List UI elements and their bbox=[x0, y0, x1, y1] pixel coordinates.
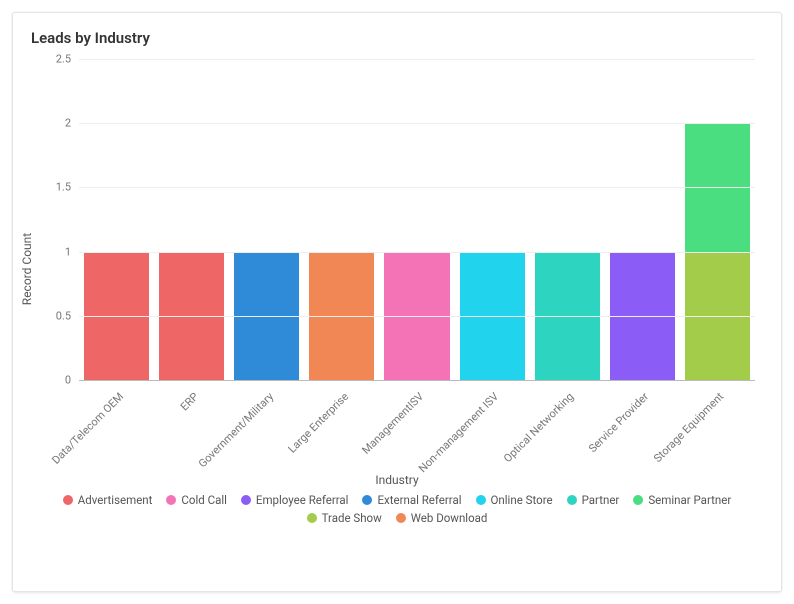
legend-item[interactable]: Trade Show bbox=[307, 511, 382, 525]
legend-label: Online Store bbox=[491, 493, 553, 507]
bar-column: Government/Military bbox=[229, 59, 304, 380]
x-tick-label: ERP bbox=[178, 390, 201, 413]
x-tick-label: Government/Military bbox=[196, 390, 276, 470]
x-tick-label: Optical Networking bbox=[501, 390, 576, 465]
legend-item[interactable]: Partner bbox=[567, 493, 620, 507]
legend-label: Web Download bbox=[411, 511, 488, 525]
bar-column: ERP bbox=[154, 59, 229, 380]
legend-label: Employee Referral bbox=[256, 493, 349, 507]
y-axis-label: Record Count bbox=[20, 233, 34, 305]
legend-label: Cold Call bbox=[181, 493, 227, 507]
plot-region: Data/Telecom OEMERPGovernment/MilitaryLa… bbox=[79, 59, 755, 381]
legend-label: Partner bbox=[582, 493, 620, 507]
bar-column: ManagementISV bbox=[379, 59, 454, 380]
bar-columns: Data/Telecom OEMERPGovernment/MilitaryLa… bbox=[79, 59, 755, 380]
legend: Advertisement Cold Call Employee Referral E… bbox=[31, 493, 763, 525]
legend-item[interactable]: External Referral bbox=[362, 493, 461, 507]
legend-swatch bbox=[166, 495, 176, 505]
x-tick-label: Data/Telecom OEM bbox=[49, 390, 126, 467]
y-tick-label: 1 bbox=[65, 245, 71, 258]
chart-area: Record Count Data/Telecom OEMERPGovernme… bbox=[31, 53, 763, 485]
legend-label: Advertisement bbox=[78, 493, 153, 507]
bar-column: Optical Networking bbox=[530, 59, 605, 380]
legend-item[interactable]: Web Download bbox=[396, 511, 488, 525]
legend-swatch bbox=[633, 495, 643, 505]
legend-item[interactable]: Online Store bbox=[476, 493, 553, 507]
x-axis-label: Industry bbox=[375, 473, 418, 487]
legend-item[interactable]: Cold Call bbox=[166, 493, 227, 507]
y-tick-label: 0.5 bbox=[56, 309, 71, 322]
legend-swatch bbox=[63, 495, 73, 505]
x-tick-label: Large Enterprise bbox=[285, 390, 351, 456]
bar-column: Service Provider bbox=[605, 59, 680, 380]
legend-swatch bbox=[241, 495, 251, 505]
y-tick-label: 2 bbox=[65, 117, 71, 130]
x-tick-label: Storage Equipment bbox=[652, 390, 727, 465]
grid-line bbox=[79, 187, 755, 188]
chart-title: Leads by Industry bbox=[31, 29, 763, 47]
grid-line bbox=[79, 59, 755, 60]
y-tick-label: 1.5 bbox=[56, 181, 71, 194]
y-tick-label: 0 bbox=[65, 374, 71, 387]
grid-line bbox=[79, 252, 755, 253]
bar-column: Large Enterprise bbox=[304, 59, 379, 380]
x-tick-label: Non-management ISV bbox=[416, 390, 501, 475]
x-tick-label: Service Provider bbox=[586, 390, 651, 455]
bar-column: Non-management ISV bbox=[455, 59, 530, 380]
legend-swatch bbox=[362, 495, 372, 505]
legend-swatch bbox=[396, 513, 406, 523]
legend-item[interactable]: Advertisement bbox=[63, 493, 153, 507]
y-tick-label: 2.5 bbox=[56, 53, 71, 66]
x-tick-label: ManagementISV bbox=[359, 390, 426, 457]
legend-label: External Referral bbox=[377, 493, 461, 507]
legend-swatch bbox=[307, 513, 317, 523]
legend-label: Seminar Partner bbox=[648, 493, 731, 507]
chart-card: Leads by Industry Record Count Data/Tele… bbox=[12, 12, 782, 592]
bar-column: Data/Telecom OEM bbox=[79, 59, 154, 380]
grid-line bbox=[79, 123, 755, 124]
legend-swatch bbox=[476, 495, 486, 505]
legend-swatch bbox=[567, 495, 577, 505]
grid-line bbox=[79, 316, 755, 317]
legend-item[interactable]: Employee Referral bbox=[241, 493, 349, 507]
legend-label: Trade Show bbox=[322, 511, 382, 525]
bar-column: Storage Equipment bbox=[680, 59, 755, 380]
legend-item[interactable]: Seminar Partner bbox=[633, 493, 731, 507]
